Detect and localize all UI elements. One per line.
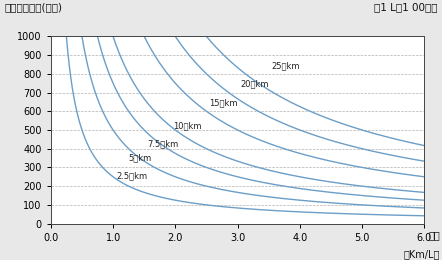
- Text: （Km/L）: （Km/L）: [404, 250, 440, 259]
- Text: （1 L＝1 00円）: （1 L＝1 00円）: [374, 3, 438, 12]
- Text: 2.5万km: 2.5万km: [116, 171, 147, 180]
- Text: 5万km: 5万km: [129, 154, 152, 162]
- Text: 7.5万km: 7.5万km: [147, 140, 179, 148]
- Text: 15万km: 15万km: [210, 98, 238, 107]
- Text: 燃費: 燃費: [428, 230, 440, 240]
- Text: 20万km: 20万km: [241, 79, 269, 88]
- Text: 25万km: 25万km: [272, 61, 300, 70]
- Text: 年間の燃料費(万円): 年間の燃料費(万円): [4, 3, 62, 12]
- Text: 10万km: 10万km: [173, 122, 202, 131]
